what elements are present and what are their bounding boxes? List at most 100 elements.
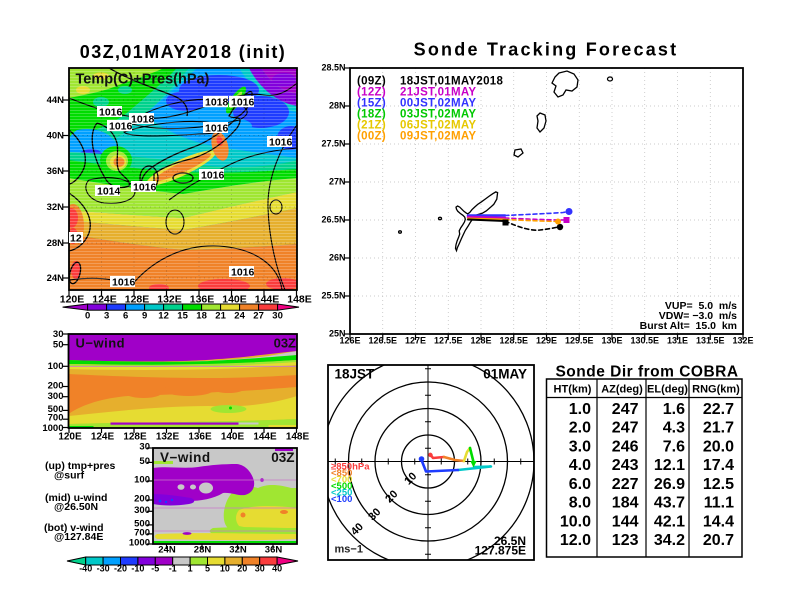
svg-text:1000: 1000 — [42, 423, 63, 434]
svg-text:3.0: 3.0 — [569, 438, 591, 455]
svg-text:30: 30 — [272, 311, 283, 322]
svg-text:@26.50N: @26.50N — [54, 501, 98, 513]
svg-text:136E: 136E — [190, 293, 215, 305]
svg-text:1000: 1000 — [129, 538, 150, 549]
svg-text:130E: 130E — [601, 336, 622, 346]
svg-text:V−wind: V−wind — [160, 450, 211, 465]
svg-text:300: 300 — [48, 391, 64, 402]
svg-text:EL(deg): EL(deg) — [647, 384, 688, 396]
svg-text:2.0: 2.0 — [569, 420, 591, 437]
svg-text:40N: 40N — [47, 131, 65, 142]
svg-text:148E: 148E — [286, 432, 310, 443]
svg-text:44N: 44N — [47, 95, 65, 106]
svg-text:28.5N: 28.5N — [321, 63, 345, 73]
svg-text:140E: 140E — [221, 432, 245, 443]
svg-text:11.1: 11.1 — [704, 495, 734, 512]
svg-text:500: 500 — [134, 518, 150, 529]
svg-text:128E: 128E — [470, 336, 491, 346]
svg-text:132E: 132E — [732, 336, 753, 346]
svg-text:6: 6 — [123, 311, 128, 322]
svg-text:300: 300 — [134, 505, 150, 516]
svg-text:124E: 124E — [92, 293, 117, 305]
svg-text:5: 5 — [205, 564, 210, 574]
svg-text:42.1: 42.1 — [654, 513, 685, 530]
svg-text:27N: 27N — [329, 177, 346, 187]
svg-text:1016: 1016 — [201, 170, 225, 182]
svg-text:1014: 1014 — [97, 186, 121, 198]
svg-text:AZ(deg): AZ(deg) — [601, 384, 643, 396]
svg-text:-10: -10 — [131, 564, 144, 574]
svg-text:1016: 1016 — [205, 123, 229, 135]
svg-text:126E: 126E — [339, 336, 360, 346]
svg-text:Burst Alt= 15.0 km: Burst Alt= 15.0 km — [640, 320, 737, 332]
svg-text:1016: 1016 — [109, 121, 133, 133]
svg-text:1018: 1018 — [205, 97, 229, 109]
svg-text:15: 15 — [177, 311, 188, 322]
svg-text:131E: 131E — [667, 336, 688, 346]
svg-text:124E: 124E — [91, 432, 115, 443]
svg-text:28N: 28N — [194, 545, 212, 556]
svg-text:200: 200 — [134, 494, 150, 505]
svg-text:30: 30 — [53, 329, 64, 340]
svg-text:24N: 24N — [158, 545, 176, 556]
svg-text:246: 246 — [612, 438, 639, 455]
svg-text:Sonde Tracking Forecast: Sonde Tracking Forecast — [414, 40, 679, 60]
svg-text:20: 20 — [383, 488, 400, 505]
svg-text:700: 700 — [134, 527, 150, 538]
svg-text:01MAY: 01MAY — [483, 367, 527, 382]
svg-text:129E: 129E — [536, 336, 557, 346]
svg-text:1018: 1018 — [131, 114, 155, 126]
svg-text:1016: 1016 — [231, 97, 255, 109]
svg-text:132E: 132E — [157, 293, 182, 305]
svg-text:Temp(C)+Pres(hPa): Temp(C)+Pres(hPa) — [76, 72, 210, 88]
svg-text:17.4: 17.4 — [703, 457, 734, 474]
svg-text:136E: 136E — [188, 432, 212, 443]
svg-text:131.5E: 131.5E — [696, 336, 725, 346]
svg-text:128E: 128E — [123, 432, 147, 443]
svg-text:RNG(km): RNG(km) — [692, 384, 740, 396]
svg-text:<850: <850 — [331, 468, 352, 479]
svg-text:1016: 1016 — [133, 182, 157, 194]
svg-text:26.5N: 26.5N — [494, 534, 526, 548]
svg-text:1: 1 — [188, 564, 193, 574]
svg-text:10.0: 10.0 — [560, 513, 591, 530]
svg-text:26.9: 26.9 — [654, 476, 685, 493]
svg-text:03Z,01MAY2018 (init): 03Z,01MAY2018 (init) — [80, 42, 286, 62]
svg-text:50: 50 — [139, 456, 150, 467]
svg-text:(up) tmp+pres: (up) tmp+pres — [45, 460, 115, 472]
svg-text:10: 10 — [220, 564, 230, 574]
svg-text:U−wind: U−wind — [76, 336, 126, 351]
svg-text:03Z: 03Z — [271, 450, 294, 465]
svg-text:100: 100 — [134, 475, 150, 486]
svg-text:14.4: 14.4 — [703, 513, 734, 530]
svg-text:3: 3 — [104, 311, 109, 322]
svg-text:126.5E: 126.5E — [368, 336, 397, 346]
svg-text:28N: 28N — [329, 101, 346, 111]
svg-text:130.5E: 130.5E — [630, 336, 659, 346]
svg-text:30: 30 — [139, 442, 150, 453]
svg-text:120E: 120E — [60, 293, 85, 305]
svg-text:12.0: 12.0 — [560, 532, 591, 549]
svg-text:1016: 1016 — [112, 277, 136, 289]
svg-text:148E: 148E — [287, 293, 312, 305]
svg-text:1016: 1016 — [269, 137, 293, 149]
svg-text:-5: -5 — [151, 564, 159, 574]
svg-text:1.0: 1.0 — [569, 401, 591, 418]
svg-text:-30: -30 — [97, 564, 110, 574]
svg-text:43.7: 43.7 — [654, 495, 685, 512]
svg-text:50: 50 — [53, 340, 64, 351]
svg-text:@surf: @surf — [54, 470, 85, 482]
svg-text:7.6: 7.6 — [663, 438, 685, 455]
svg-text:120E: 120E — [58, 432, 82, 443]
svg-text:700: 700 — [48, 413, 64, 424]
svg-text:20.0: 20.0 — [703, 438, 734, 455]
svg-text:6.0: 6.0 — [569, 476, 591, 493]
svg-text:129.5E: 129.5E — [565, 336, 594, 346]
svg-text:184: 184 — [612, 495, 639, 512]
svg-text:26.5N: 26.5N — [321, 215, 345, 225]
svg-text:36N: 36N — [265, 545, 283, 556]
svg-text:20: 20 — [237, 564, 247, 574]
svg-text:18JST: 18JST — [335, 367, 376, 382]
svg-text:<250: <250 — [331, 488, 352, 499]
svg-text:20.7: 20.7 — [703, 532, 734, 549]
